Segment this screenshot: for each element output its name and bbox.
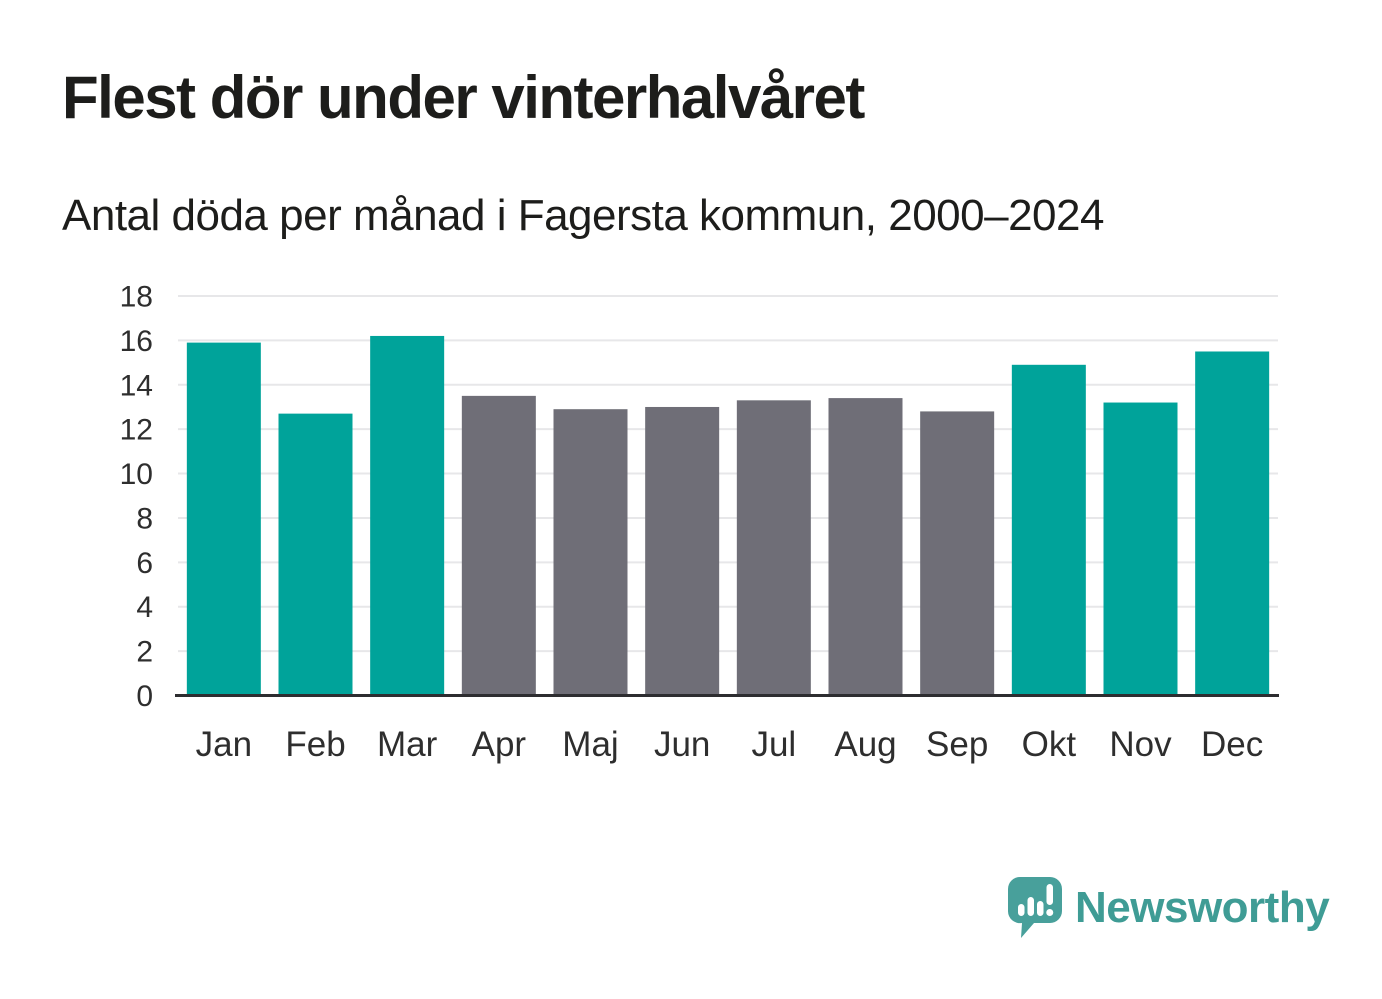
chart-subtitle: Antal döda per månad i Fagersta kommun, … <box>62 191 1104 240</box>
chart-title: Flest dör under vinterhalvåret <box>62 64 865 131</box>
bar-jun <box>645 406 720 696</box>
bar-jan <box>186 342 261 696</box>
x-tick-label-feb: Feb <box>285 725 345 764</box>
x-tick-label-nov: Nov <box>1109 725 1172 764</box>
x-tick-label-apr: Apr <box>472 725 527 764</box>
x-tick-label-okt: Okt <box>1022 725 1077 764</box>
bar-apr <box>461 395 536 696</box>
y-tick-label-10: 10 <box>120 458 153 491</box>
bar-dec <box>1195 351 1270 696</box>
y-tick-label-8: 8 <box>136 502 153 535</box>
bar-feb <box>278 413 353 696</box>
x-tick-label-dec: Dec <box>1201 725 1263 764</box>
bar-mar <box>370 335 445 696</box>
y-tick-label-4: 4 <box>136 591 153 624</box>
y-tick-label-12: 12 <box>120 414 153 447</box>
y-tick-label-18: 18 <box>120 281 153 314</box>
newsworthy-logo: Newsworthy <box>1008 877 1330 939</box>
x-tick-label-aug: Aug <box>834 725 896 764</box>
y-tick-label-2: 2 <box>136 636 153 669</box>
y-tick-label-14: 14 <box>120 369 153 402</box>
x-tick-label-jan: Jan <box>196 725 252 764</box>
y-tick-label-6: 6 <box>136 547 153 580</box>
x-tick-label-jun: Jun <box>654 725 710 764</box>
x-tick-label-sep: Sep <box>926 725 988 764</box>
bar-nov <box>1103 402 1178 696</box>
y-tick-label-0: 0 <box>136 680 153 713</box>
bar-chart-svg: 0 2 4 6 8 10 12 14 16 18 Jan Feb Mar Apr Maj Jun Jul Aug S… <box>120 281 1279 764</box>
bar-chart-plot-area: 0 2 4 6 8 10 12 14 16 18 Jan Feb Mar Apr Maj Jun Jul Aug S… <box>0 270 1382 790</box>
bar-maj <box>553 409 628 696</box>
bar-aug <box>828 398 903 696</box>
newsworthy-logo-text: Newsworthy <box>1075 883 1330 932</box>
bar-sep <box>920 411 995 696</box>
newsworthy-speech-bubble-barchart-icon <box>1008 877 1062 938</box>
x-tick-label-mar: Mar <box>377 725 438 764</box>
x-tick-label-jul: Jul <box>751 725 796 764</box>
bar-jul <box>736 400 811 696</box>
y-tick-label-16: 16 <box>120 325 153 358</box>
bar-okt <box>1011 364 1086 696</box>
x-tick-label-maj: Maj <box>562 725 618 764</box>
